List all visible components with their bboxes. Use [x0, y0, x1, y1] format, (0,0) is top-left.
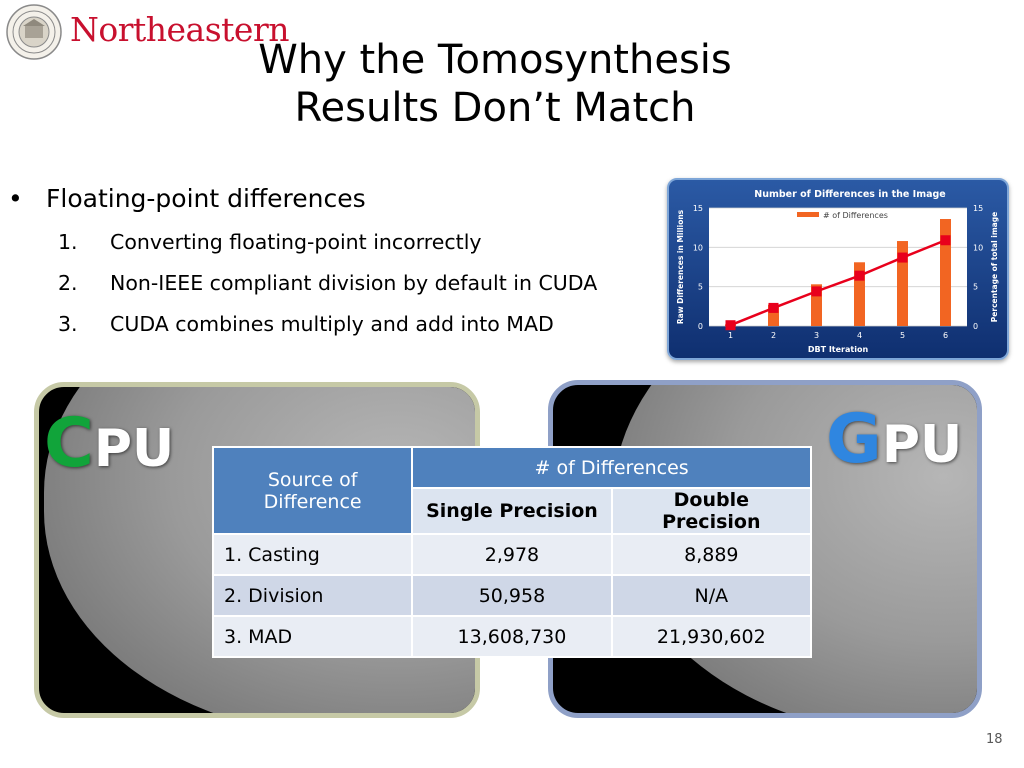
- chart-svg: 0 5 10 15 0 5 10 15 1 2 3 4 5 6 Number of Differences …: [676, 189, 999, 354]
- gpu-label-rest: PU: [881, 415, 963, 475]
- legend-swatch: [797, 212, 819, 217]
- y2-tick-label: 15: [973, 204, 983, 213]
- header-double: Double Precision: [610, 487, 813, 535]
- y-tick-label: 0: [698, 322, 703, 331]
- northeastern-logo: Northeastern: [70, 10, 290, 49]
- bullet-main-text: Floating-point differences: [46, 184, 366, 213]
- y2-tick-label: 10: [973, 243, 983, 252]
- x-axis-label: DBT Iteration: [808, 345, 869, 354]
- sub-item-number: 3.: [58, 312, 78, 336]
- plot-area: [709, 208, 967, 326]
- cell-source: 2. Division: [211, 574, 414, 617]
- y2-axis-label: Percentage of total image: [990, 212, 999, 322]
- chart-title: Number of Differences in the Image: [754, 189, 946, 200]
- chart-point: [854, 270, 865, 281]
- sub-item: 3. CUDA combines multiply and add into MA…: [58, 312, 554, 336]
- header-single: Single Precision: [411, 487, 613, 535]
- chart-bar: [768, 304, 779, 326]
- cpu-label-rest: PU: [93, 419, 175, 479]
- chart-line: [730, 239, 946, 327]
- chart-bar: [811, 284, 822, 326]
- x-tick-label: 6: [943, 331, 948, 340]
- slide-number: 18: [986, 732, 1003, 747]
- y-tick-label: 10: [693, 243, 703, 252]
- slide-title: Why the Tomosynthesis Results Don’t Matc…: [190, 36, 800, 132]
- chart-point: [768, 302, 779, 313]
- cell-double: 21,930,602: [610, 615, 813, 658]
- sub-item: 1. Converting floating-point incorrectly: [58, 230, 482, 254]
- cell-single: 50,958: [411, 574, 613, 617]
- table-row: 1. Casting 2,978 8,889: [211, 533, 813, 576]
- cell-double: N/A: [610, 574, 813, 617]
- chart-bar: [940, 219, 951, 326]
- y-tick-label: 5: [698, 283, 703, 292]
- chart-point: [940, 235, 951, 246]
- gpu-label: GPU: [826, 400, 962, 479]
- sub-item-number: 2.: [58, 271, 78, 295]
- cell-source: 3. MAD: [211, 615, 414, 658]
- cell-source: 1. Casting: [211, 533, 414, 576]
- legend-label: # of Differences: [823, 211, 888, 220]
- cell-single: 13,608,730: [411, 615, 613, 658]
- university-seal-icon: [6, 4, 62, 60]
- sub-item-text: CUDA combines multiply and add into MAD: [110, 312, 554, 336]
- x-tick-label: 5: [900, 331, 905, 340]
- y-axis-label: Raw Differences in Millions: [676, 209, 685, 324]
- table-row: 2. Division 50,958 N/A: [211, 574, 813, 617]
- cpu-label: CPU: [44, 404, 174, 483]
- cpu-label-cap: C: [44, 404, 94, 483]
- bullet-dot-icon: •: [8, 184, 23, 213]
- gpu-label-cap: G: [826, 400, 882, 479]
- x-tick-label: 3: [814, 331, 819, 340]
- chart-point: [725, 320, 736, 331]
- y2-tick-label: 5: [973, 283, 978, 292]
- sub-item-text: Non-IEEE compliant division by default i…: [110, 271, 598, 295]
- title-line-2: Results Don’t Match: [294, 85, 696, 131]
- cell-single: 2,978: [411, 533, 613, 576]
- title-line-1: Why the Tomosynthesis: [258, 37, 732, 83]
- differences-chart: 0 5 10 15 0 5 10 15 1 2 3 4 5 6 Number of Differences …: [667, 178, 1009, 360]
- sub-item-number: 1.: [58, 230, 78, 254]
- sub-item-text: Converting floating-point incorrectly: [110, 230, 482, 254]
- chart-point: [897, 252, 908, 263]
- chart-bar: [854, 262, 865, 326]
- header-source: Source of Difference: [211, 446, 414, 535]
- x-tick-label: 4: [857, 331, 862, 340]
- bullet-main: • Floating-point differences: [8, 184, 366, 213]
- y2-tick-label: 0: [973, 322, 978, 331]
- sub-item: 2. Non-IEEE compliant division by default…: [58, 271, 597, 295]
- chart-point: [811, 286, 822, 297]
- header-group: # of Differences: [411, 446, 812, 489]
- cell-double: 8,889: [610, 533, 813, 576]
- table-row: 3. MAD 13,608,730 21,930,602: [211, 615, 813, 658]
- x-tick-label: 1: [728, 331, 733, 340]
- differences-table: Source of Difference # of Differences Si…: [211, 446, 813, 658]
- x-tick-label: 2: [771, 331, 776, 340]
- y-tick-label: 15: [693, 204, 703, 213]
- chart-bar: [897, 241, 908, 326]
